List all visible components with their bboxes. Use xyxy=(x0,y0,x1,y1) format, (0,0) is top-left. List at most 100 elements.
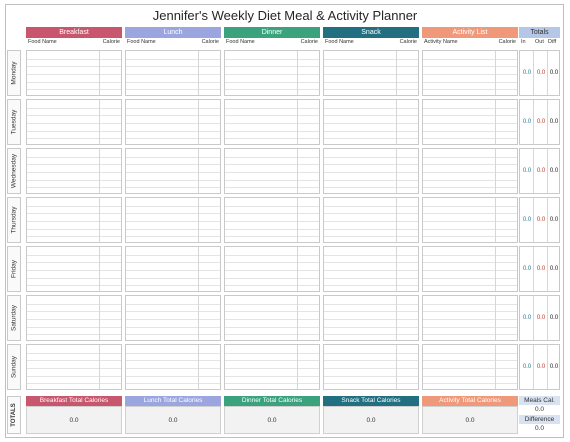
row-line xyxy=(423,115,517,117)
row-line xyxy=(225,228,319,230)
row-line xyxy=(27,58,121,60)
entry-box[interactable] xyxy=(323,344,419,390)
row-line xyxy=(27,360,121,362)
entry-box[interactable] xyxy=(323,295,419,341)
entry-box[interactable] xyxy=(224,344,320,390)
entry-box[interactable] xyxy=(422,148,518,194)
row-line xyxy=(324,277,418,279)
row-line xyxy=(324,221,418,222)
entry-box[interactable] xyxy=(26,344,122,390)
meals-cal-value: 0.0 xyxy=(534,406,545,413)
entry-box[interactable] xyxy=(422,295,518,341)
day-totals-box xyxy=(519,99,560,145)
day-name: Saturday xyxy=(10,304,18,332)
row-line xyxy=(27,311,121,313)
entry-box[interactable] xyxy=(26,246,122,292)
entry-box[interactable] xyxy=(125,246,221,292)
row-line xyxy=(27,156,121,158)
row-line xyxy=(324,228,418,230)
row-line xyxy=(324,303,418,305)
row-line xyxy=(126,368,220,369)
entry-box[interactable] xyxy=(125,148,221,194)
row-line xyxy=(27,368,121,369)
row-line xyxy=(225,236,319,238)
entry-box[interactable] xyxy=(323,246,419,292)
row-line xyxy=(324,254,418,256)
entry-box[interactable] xyxy=(224,50,320,96)
row-line xyxy=(225,58,319,60)
column-divider xyxy=(99,51,100,95)
entry-box[interactable] xyxy=(323,50,419,96)
row-line xyxy=(225,326,319,328)
row-line xyxy=(324,352,418,354)
row-line xyxy=(27,254,121,256)
row-line xyxy=(27,352,121,354)
entry-box[interactable] xyxy=(224,295,320,341)
column-divider xyxy=(533,100,534,144)
day-diff-value: 0.0 xyxy=(549,266,559,272)
row-line xyxy=(126,270,220,271)
row-line xyxy=(423,156,517,158)
day-name: Thursday xyxy=(10,206,18,234)
entry-box[interactable] xyxy=(323,99,419,145)
entry-box[interactable] xyxy=(125,295,221,341)
entry-box[interactable] xyxy=(26,50,122,96)
row-line xyxy=(225,187,319,189)
row-line xyxy=(225,81,319,83)
row-line xyxy=(27,89,121,91)
entry-box[interactable] xyxy=(422,197,518,243)
row-line xyxy=(27,270,121,271)
entry-box[interactable] xyxy=(224,99,320,145)
column-divider xyxy=(99,149,100,193)
day-out-value: 0.0 xyxy=(536,119,546,125)
entry-box[interactable] xyxy=(26,295,122,341)
row-line xyxy=(126,123,220,124)
entry-box[interactable] xyxy=(224,148,320,194)
entry-box[interactable] xyxy=(224,246,320,292)
entry-box[interactable] xyxy=(26,99,122,145)
column-divider xyxy=(99,100,100,144)
food-name-label: Food Name xyxy=(226,39,255,45)
day-label-tuesday: Tuesday xyxy=(7,99,21,145)
entry-box[interactable] xyxy=(125,99,221,145)
day-name: Tuesday xyxy=(10,109,18,135)
column-divider xyxy=(297,345,298,389)
column-divider xyxy=(396,296,397,340)
entry-box[interactable] xyxy=(323,148,419,194)
entry-box[interactable] xyxy=(323,197,419,243)
row-line xyxy=(225,352,319,354)
breakfast-total-header: Breakfast Total Calories xyxy=(26,396,122,406)
entry-box[interactable] xyxy=(26,197,122,243)
column-divider xyxy=(297,198,298,242)
row-line xyxy=(324,81,418,83)
entry-box[interactable] xyxy=(26,148,122,194)
entry-box[interactable] xyxy=(125,344,221,390)
row-line xyxy=(225,130,319,132)
row-line xyxy=(324,179,418,181)
row-line xyxy=(423,262,517,264)
row-line xyxy=(423,319,517,320)
row-line xyxy=(423,74,517,75)
entry-box[interactable] xyxy=(224,197,320,243)
column-divider xyxy=(297,51,298,95)
entry-box[interactable] xyxy=(422,99,518,145)
row-line xyxy=(423,205,517,207)
row-line xyxy=(423,270,517,271)
row-line xyxy=(126,311,220,313)
totals-header: Totals xyxy=(519,27,560,38)
row-line xyxy=(324,156,418,158)
entry-box[interactable] xyxy=(422,344,518,390)
row-line xyxy=(126,74,220,75)
entry-box[interactable] xyxy=(125,50,221,96)
calorie-label: Calorie xyxy=(300,39,318,45)
row-line xyxy=(324,375,418,377)
lunch-total-header: Lunch Total Calories xyxy=(125,396,221,406)
entry-box[interactable] xyxy=(125,197,221,243)
row-line xyxy=(423,326,517,328)
column-divider xyxy=(297,296,298,340)
row-line xyxy=(126,221,220,222)
entry-box[interactable] xyxy=(422,246,518,292)
row-line xyxy=(324,172,418,173)
column-divider xyxy=(495,198,496,242)
entry-box[interactable] xyxy=(422,50,518,96)
